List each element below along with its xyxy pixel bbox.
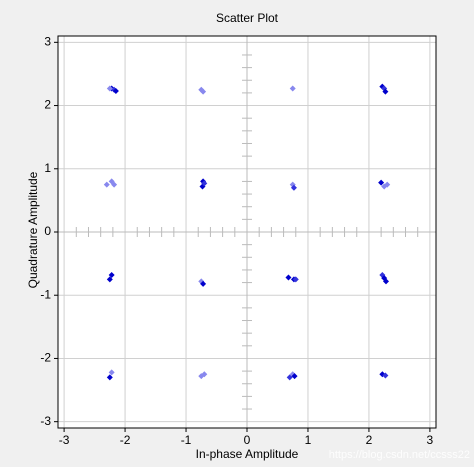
- point: [201, 371, 208, 378]
- point: [382, 372, 389, 379]
- y-tick-label: -3: [40, 414, 51, 428]
- point: [200, 280, 207, 287]
- point: [292, 276, 299, 283]
- x-axis-label: In-phase Amplitude: [196, 447, 299, 461]
- x-tick-label: -3: [59, 433, 70, 447]
- point: [378, 179, 385, 186]
- point: [106, 374, 113, 381]
- y-tick-label: 1: [44, 161, 51, 175]
- y-tick-label: 2: [44, 98, 51, 112]
- x-tick-label: -2: [120, 433, 131, 447]
- point: [106, 276, 113, 283]
- y-axis-label: Quadrature Amplitude: [26, 171, 40, 288]
- point: [290, 184, 297, 191]
- point: [112, 88, 119, 95]
- y-tick-label: 0: [44, 224, 51, 238]
- point: [383, 278, 390, 285]
- point: [291, 373, 298, 380]
- x-tick-label: 2: [366, 433, 373, 447]
- x-tick-label: 3: [427, 433, 434, 447]
- point: [289, 85, 296, 92]
- y-tick-label: -2: [40, 351, 51, 365]
- point: [200, 88, 207, 95]
- point: [111, 181, 118, 188]
- point: [106, 85, 113, 92]
- point: [108, 271, 115, 278]
- point: [384, 181, 391, 188]
- point: [103, 181, 110, 188]
- plot-border: [57, 35, 437, 429]
- point: [285, 274, 292, 281]
- point: [286, 374, 293, 381]
- point: [382, 88, 389, 95]
- x-tick-label: 0: [244, 433, 251, 447]
- point: [201, 180, 208, 187]
- watermark: https://blog.csdn.net/ccsss22: [329, 449, 470, 461]
- x-tick-label: -1: [181, 433, 192, 447]
- x-tick-label: 1: [305, 433, 312, 447]
- y-tick-label: -1: [40, 287, 51, 301]
- chart-title: Scatter Plot: [216, 11, 279, 25]
- point: [108, 369, 115, 376]
- y-tick-label: 3: [44, 34, 51, 48]
